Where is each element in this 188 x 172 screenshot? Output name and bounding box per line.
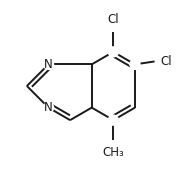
Circle shape	[43, 103, 54, 113]
Text: CH₃: CH₃	[102, 146, 124, 159]
Circle shape	[43, 59, 54, 69]
Text: Cl: Cl	[160, 55, 172, 68]
Circle shape	[130, 59, 140, 69]
Text: Cl: Cl	[108, 13, 119, 26]
Circle shape	[108, 47, 118, 57]
Text: N: N	[44, 58, 53, 71]
Text: N: N	[44, 101, 53, 114]
Circle shape	[108, 115, 118, 125]
